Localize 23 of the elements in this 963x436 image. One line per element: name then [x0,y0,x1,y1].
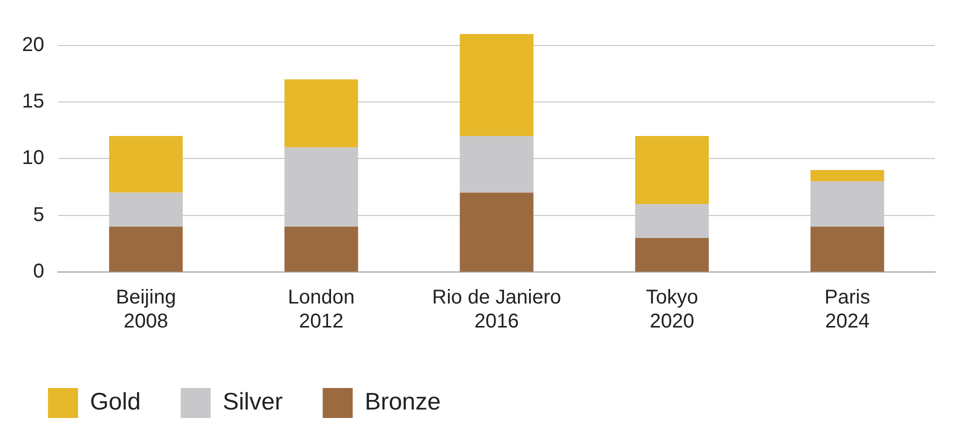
y-tick-label: 20 [22,34,44,56]
bar [460,192,534,272]
bar [635,238,709,272]
x-tick-label: Beijing 2008 [116,286,176,333]
bar [109,226,183,272]
bar [460,34,534,136]
bar [284,226,358,272]
legend-label: Bronze [364,388,441,416]
bar [635,136,709,204]
x-tick-label: London 2012 [288,286,355,333]
bar [109,136,183,193]
y-tick-label: 0 [33,260,44,283]
y-tick-label: 10 [22,147,44,170]
x-tick-label: Rio de Janiero 2016 [432,286,562,333]
bar [810,170,884,182]
legend-label: Silver [222,388,283,416]
bar [284,79,358,148]
bar [810,226,884,272]
legend-label: Gold [90,388,141,416]
y-tick-label: 5 [33,204,44,226]
x-tick-label: Tokyo 2020 [646,286,698,333]
x-tick-label: Paris 2024 [824,286,870,333]
y-tick-label: 15 [22,90,44,113]
